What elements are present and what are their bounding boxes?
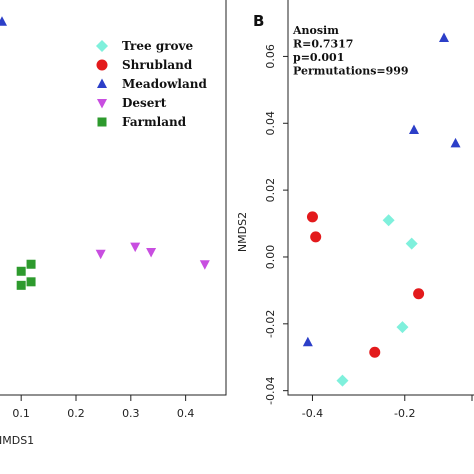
panel-a-point-farmland: [26, 259, 36, 269]
legend-marker-tree-grove: [96, 40, 108, 52]
panel-a-point-farmland: [16, 280, 26, 290]
panel-a-point-farmland: [16, 266, 26, 276]
panel-b-point-tree-grove: [382, 214, 395, 227]
panel-b-frame: [287, 0, 474, 396]
legend-marker-meadowland: [97, 78, 107, 88]
panel-a-x-tick-label: 0.1: [12, 407, 30, 420]
panel-b-x-tick-label: -0.4: [302, 407, 323, 420]
panel-b-point-shrubland: [306, 211, 318, 223]
panel-a-point-desert: [95, 249, 106, 260]
panel-a-point-farmland: [26, 277, 36, 287]
panel-a: 0.1 0.2 0.3 0.4 NMDS1 Tree grove Shrubland Mead…: [0, 0, 227, 447]
annotation-line: R=0.7317: [293, 38, 353, 51]
panel-a-x-tick-label: 0.4: [177, 407, 195, 420]
panel-b-point-tree-grove: [336, 374, 349, 387]
legend-marker-desert: [97, 99, 107, 109]
panel-b-point-shrubland: [369, 346, 381, 358]
panel-b: B -0.04 -0.02 0.00 0.02 0.04 0.06 NMDS2 -0.4 -0.2…: [236, 0, 474, 420]
panel-a-point-desert: [146, 247, 157, 258]
legend-label-shrubland: Shrubland: [122, 58, 193, 72]
panel-a-point-desert: [130, 242, 141, 253]
panel-a-x-axis-title: NMDS1: [0, 434, 34, 447]
legend-marker-shrubland: [96, 59, 108, 71]
panel-b-point-meadowland: [439, 32, 449, 43]
panel-b-y-tick-label: -0.04: [264, 376, 277, 404]
panel-b-point-meadowland: [302, 336, 313, 347]
panel-b-point-shrubland: [310, 231, 322, 243]
panel-b-x-tick-label: -0.2: [394, 407, 415, 420]
legend-label-farmland: Farmland: [122, 115, 187, 129]
annotation-line: Anosim: [292, 24, 339, 37]
annotation-line: p=0.001: [293, 51, 344, 64]
panel-b-point-shrubland: [413, 288, 425, 300]
legend-marker-farmland: [97, 117, 107, 127]
legend-label-meadowland: Meadowland: [122, 77, 207, 91]
panel-b-y-tick-label: 0.02: [264, 178, 277, 203]
annotation-line: Permutations=999: [293, 65, 409, 78]
panel-a-x-tick-label: 0.3: [122, 407, 140, 420]
panel-b-label: B: [253, 12, 264, 30]
legend-label-desert: Desert: [122, 96, 167, 110]
panel-b-y-axis-title: NMDS2: [236, 212, 249, 252]
legend-label-tree-grove: Tree grove: [122, 39, 194, 53]
panel-b-y-tick-label: 0.00: [264, 245, 277, 270]
panel-b-point-tree-grove: [396, 321, 409, 334]
panel-b-y-tick-label: -0.02: [264, 310, 277, 338]
panel-b-point-tree-grove: [405, 237, 418, 250]
panel-a-point-meadowland: [0, 16, 7, 26]
panel-b-point-meadowland: [409, 124, 419, 134]
panel-b-point-meadowland: [450, 137, 461, 148]
panel-a-point-desert: [199, 260, 210, 270]
panel-b-y-tick-label: 0.04: [264, 111, 277, 136]
panel-b-y-tick-label: 0.06: [264, 44, 277, 68]
panel-a-legend: Tree grove Shrubland Meadowland Desert Farml…: [96, 39, 207, 129]
panel-a-x-tick-label: 0.2: [67, 407, 85, 420]
panel-a-frame: [0, 0, 227, 396]
